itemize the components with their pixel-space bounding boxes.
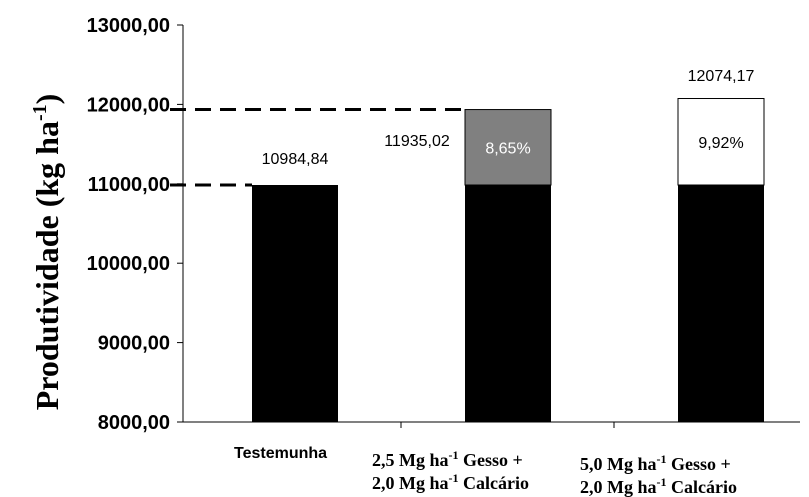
y-axis: 8000,00 9000,00 10000,00 11000,00 12000,00 13… xyxy=(87,15,184,434)
y-axis-label: Produtividade (kg ha-1) xyxy=(29,94,65,411)
total-value-label: 10984,84 xyxy=(262,151,329,168)
total-value-label: 12074,17 xyxy=(688,68,755,85)
y-tick-label: 11000,00 xyxy=(88,174,170,196)
x-category-label: 2,5 Mg ha-1 Gesso + xyxy=(372,448,523,470)
x-category-label: 5,0 Mg ha-1 Gesso + xyxy=(580,452,731,474)
bars xyxy=(252,98,765,422)
total-value-label: 11935,02 xyxy=(384,133,450,150)
bar-increment xyxy=(677,98,765,186)
increment-percent-label: 8,65% xyxy=(485,140,530,157)
x-category-label: 2,0 Mg ha-1 Calcário xyxy=(372,471,529,493)
y-tick-label: 12000,00 xyxy=(87,94,170,116)
y-tick-label: 9000,00 xyxy=(98,333,170,355)
reference-lines xyxy=(170,108,465,187)
bar-base xyxy=(252,185,338,422)
y-tick-label: 13000,00 xyxy=(87,15,170,37)
bar-base xyxy=(678,185,764,422)
bar-increment xyxy=(464,109,552,186)
y-tick-label: 8000,00 xyxy=(98,412,170,434)
x-category-label: Testemunha xyxy=(234,445,327,462)
x-axis: Testemunha 2,5 Mg ha-1 Gesso +2,0 Mg ha-1… xyxy=(183,421,800,497)
data-labels: 8,65% 9,92% 10984,84 11935,02 12074,17 xyxy=(262,68,755,168)
bar-base xyxy=(465,185,551,422)
y-tick-label: 10000,00 xyxy=(87,253,170,275)
increment-percent-label: 9,92% xyxy=(698,135,743,152)
x-category-label: 2,0 Mg ha-1 Calcário xyxy=(580,475,737,497)
